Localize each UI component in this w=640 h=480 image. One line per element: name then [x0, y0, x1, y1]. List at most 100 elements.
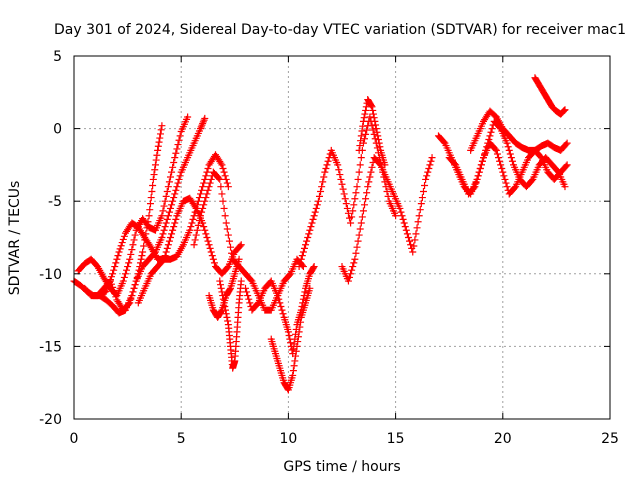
data-point — [293, 318, 305, 350]
data-point — [428, 154, 436, 162]
series-arc-5 — [134, 194, 245, 307]
data-point — [477, 143, 491, 169]
data-point — [248, 277, 261, 297]
data-point — [119, 300, 133, 314]
data-point — [158, 122, 166, 130]
data-point — [186, 208, 199, 234]
data-point — [190, 127, 203, 147]
data-point — [540, 88, 551, 102]
data-point — [492, 146, 506, 173]
data-point — [171, 132, 184, 162]
axis-ticks: 0 5 10 15 20 25 -20 -15 -10 -5 0 5 — [39, 49, 619, 447]
x-tick-label: 25 — [601, 431, 619, 447]
data-point — [164, 158, 178, 191]
data-point — [196, 194, 210, 220]
data-point — [218, 294, 230, 314]
data-point — [235, 255, 243, 263]
y-tick-label: -15 — [39, 339, 62, 355]
data-point — [94, 263, 107, 280]
data-point — [355, 122, 367, 154]
data-point — [289, 325, 300, 358]
data-point — [557, 106, 568, 118]
data-point — [222, 286, 234, 300]
data-point — [486, 107, 499, 120]
data-point — [295, 244, 308, 271]
data-point — [242, 284, 255, 310]
data-point — [544, 96, 555, 110]
data-point — [289, 347, 300, 379]
data-point — [557, 140, 570, 154]
data-point — [160, 237, 173, 263]
data-point — [158, 215, 171, 241]
data-point — [441, 139, 454, 159]
data-point — [231, 242, 244, 256]
data-point — [109, 252, 122, 278]
data-point — [392, 212, 400, 220]
data-point — [267, 277, 281, 297]
data-point — [306, 284, 314, 292]
data-point — [199, 165, 212, 191]
data-point — [377, 146, 388, 166]
data-point — [231, 258, 242, 278]
data-point — [351, 225, 364, 263]
data-point — [233, 304, 243, 336]
data-point — [555, 168, 568, 188]
data-point — [267, 335, 279, 355]
x-tick-label: 20 — [494, 431, 512, 447]
data-point — [535, 81, 547, 95]
x-tick-label: 15 — [387, 431, 405, 447]
series-arc-2 — [74, 113, 192, 300]
data-point — [87, 255, 101, 269]
series-arc-6 — [190, 168, 307, 314]
data-point — [310, 263, 318, 271]
data-point — [276, 364, 287, 384]
data-point — [499, 125, 512, 139]
series-arc-7 — [216, 277, 245, 372]
series-arc-16 — [467, 107, 571, 154]
data-point — [284, 328, 296, 354]
data-point — [531, 143, 544, 154]
data-point — [237, 241, 245, 249]
data-point — [434, 132, 448, 146]
data-point — [209, 168, 223, 182]
data-point — [347, 189, 360, 227]
data-point — [473, 120, 486, 140]
data-point — [542, 154, 555, 168]
data-point — [308, 201, 321, 227]
data-point — [272, 350, 283, 370]
data-point — [445, 154, 459, 168]
data-point — [218, 161, 231, 187]
y-tick-label: -20 — [39, 412, 62, 428]
data-point — [544, 139, 557, 151]
data-point — [280, 271, 293, 285]
data-point — [212, 151, 225, 167]
data-point — [151, 214, 165, 234]
data-point — [147, 264, 161, 278]
x-tick-label: 5 — [177, 431, 186, 447]
data-point — [484, 121, 497, 147]
data-point — [548, 161, 561, 175]
data-point — [177, 156, 191, 176]
data-point — [96, 288, 109, 300]
data-point — [242, 270, 255, 284]
data-point — [267, 294, 281, 314]
data-point — [248, 300, 261, 314]
data-point — [196, 116, 208, 133]
data-point — [199, 219, 212, 245]
data-point — [227, 272, 238, 292]
data-point — [372, 125, 384, 151]
data-point — [321, 150, 334, 176]
data-point — [205, 241, 218, 267]
data-point — [134, 223, 148, 240]
data-point — [297, 301, 309, 321]
series-arc-8 — [205, 255, 243, 321]
data-point — [344, 259, 358, 285]
data-point — [184, 142, 197, 162]
data-point — [203, 172, 216, 198]
data-point — [464, 184, 478, 198]
data-point — [422, 157, 435, 183]
data-point — [512, 139, 525, 151]
data-point — [179, 229, 193, 249]
data-point — [139, 256, 152, 271]
y-tick-label: -10 — [39, 267, 62, 283]
